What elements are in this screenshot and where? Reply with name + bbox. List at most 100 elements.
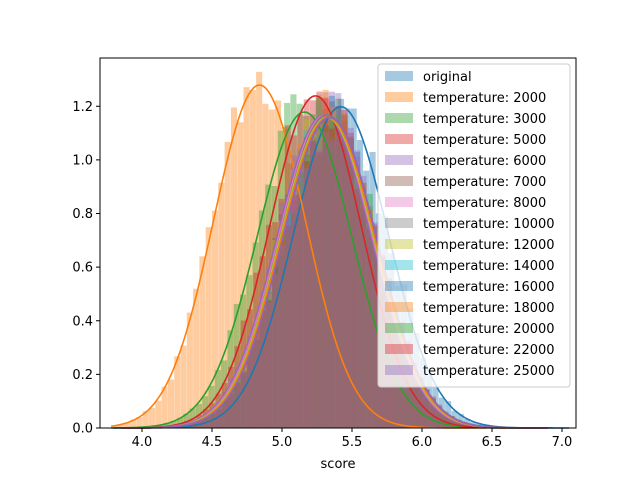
histogram-bar (259, 302, 266, 428)
histogram-bar (354, 174, 361, 428)
legend-swatch-temperature-10000 (385, 218, 413, 228)
histogram-bar (195, 404, 202, 428)
density-curve-temperature-2000 (111, 84, 487, 429)
histogram-bar (423, 397, 430, 428)
histogram-bar (382, 419, 389, 428)
histogram-bar (136, 416, 143, 428)
histogram-bar (410, 373, 417, 428)
histogram-bar (366, 240, 373, 428)
histogram-bar (309, 114, 316, 428)
histogram-bar (347, 127, 354, 428)
histogram-bar (417, 385, 424, 428)
histogram-bar (360, 199, 367, 428)
histogram-bar (416, 411, 423, 428)
histogram-bar (281, 280, 288, 428)
histogram-bar (316, 106, 323, 429)
histogram-bar (297, 148, 304, 428)
histogram-bar (354, 156, 361, 428)
histogram-bar (233, 303, 240, 428)
histogram-bar (316, 154, 323, 428)
histogram-bar (417, 383, 424, 428)
axes-frame (99, 57, 577, 429)
histogram-bar (410, 370, 417, 428)
histogram-bar (388, 422, 395, 428)
y-tick-label: 1.0 (72, 153, 93, 168)
y-tick-label: 0.6 (72, 261, 93, 276)
histogram-bar (243, 387, 250, 428)
histogram-bar (429, 419, 436, 428)
histogram-bar (410, 378, 417, 428)
histogram-bar (278, 244, 285, 428)
histogram-bar (253, 316, 260, 428)
histogram-bar (369, 151, 376, 428)
histogram-bar (303, 157, 310, 428)
legend-swatch-temperature-16000 (385, 281, 413, 291)
histogram-bar (249, 89, 256, 429)
y-tick-label: 1.2 (72, 100, 93, 115)
histogram-bar (212, 210, 219, 428)
histogram-bar (448, 416, 455, 428)
histogram-bar (417, 381, 424, 428)
histogram-bar (224, 141, 231, 428)
histogram-bar (259, 311, 266, 428)
histogram-bar (441, 423, 448, 428)
histogram-bar (234, 379, 241, 428)
x-axis-label: score (321, 457, 356, 472)
histogram-bar (325, 308, 332, 428)
histogram-bar (410, 373, 417, 428)
histogram-bar (291, 200, 298, 428)
histogram-bar (240, 367, 247, 428)
legend-swatch-temperature-14000 (385, 260, 413, 270)
legend-label: temperature: 20000 (423, 322, 555, 337)
histogram-bar (366, 218, 373, 428)
histogram-bar (234, 383, 241, 428)
histogram-bar (316, 103, 323, 428)
histogram-bar (272, 273, 279, 428)
histogram-bar (341, 139, 348, 428)
legend-box (377, 63, 571, 388)
histogram-bar (373, 262, 380, 428)
histogram-bar (265, 275, 272, 428)
histogram-bar (228, 388, 235, 428)
histogram-bar (284, 225, 291, 428)
histogram-bar (190, 421, 197, 428)
histogram-bar (183, 413, 190, 428)
histogram-bar (391, 352, 398, 428)
histogram-bar (284, 220, 291, 428)
histogram-bar (335, 106, 342, 428)
histogram-bar (256, 352, 263, 428)
histogram-bar (265, 281, 272, 428)
histogram-bar (253, 330, 260, 428)
histogram-bar (316, 97, 323, 429)
histogram-bar (297, 172, 304, 428)
histogram-bar (265, 292, 272, 428)
histogram-bar (303, 130, 310, 428)
histogram-bar (436, 407, 443, 428)
histogram-bar (303, 161, 310, 428)
histogram-bar (360, 181, 367, 428)
histogram-bar (375, 416, 382, 428)
histogram-bar (360, 186, 367, 428)
histogram-bar (316, 108, 323, 428)
histogram-bar (278, 234, 285, 428)
histogram-bar (347, 146, 354, 429)
histogram-bar (373, 255, 380, 428)
histogram-bar (237, 395, 244, 428)
histogram-bar (221, 392, 228, 428)
histogram-bar (293, 202, 300, 428)
histogram-bar (202, 396, 209, 428)
histogram-bar (284, 194, 291, 428)
histogram-bar (278, 239, 285, 428)
histogram-bar (303, 154, 310, 428)
histogram-bar (448, 416, 455, 428)
histogram-bar (335, 98, 342, 429)
histogram-bar (322, 144, 329, 428)
histogram-bar (423, 396, 430, 428)
histogram-bar (328, 95, 335, 428)
histogram-bar (253, 328, 260, 428)
histogram-bar (234, 382, 241, 428)
histogram-bar (186, 312, 193, 428)
histogram-bar (287, 163, 294, 429)
histogram-bar (142, 411, 149, 428)
histogram-bar (328, 117, 335, 428)
